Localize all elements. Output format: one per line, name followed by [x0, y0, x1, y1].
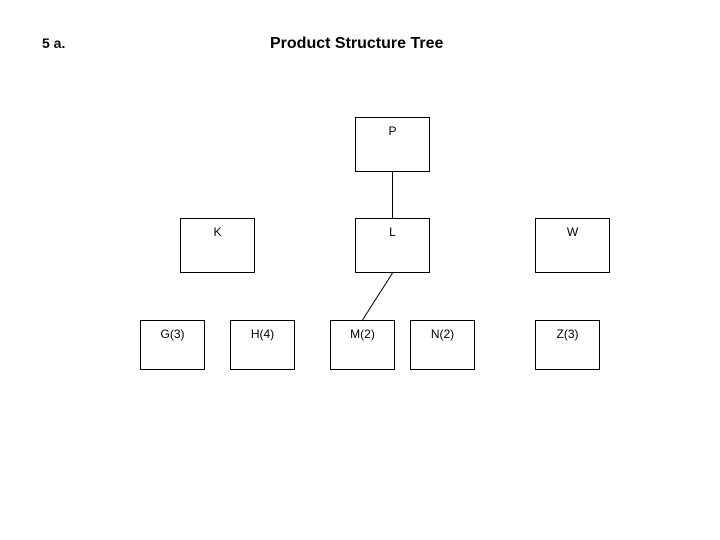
node-label: H(4)	[231, 327, 294, 341]
diagram-title: Product Structure Tree	[270, 35, 443, 53]
node-w: W	[535, 218, 610, 273]
edge-l-m	[363, 273, 393, 320]
node-label: N(2)	[411, 327, 474, 341]
node-label: P	[356, 124, 429, 138]
node-label: W	[536, 225, 609, 239]
node-z: Z(3)	[535, 320, 600, 370]
node-m: M(2)	[330, 320, 395, 370]
node-g: G(3)	[140, 320, 205, 370]
node-l: L	[355, 218, 430, 273]
node-label: G(3)	[141, 327, 204, 341]
node-label: M(2)	[331, 327, 394, 341]
node-label: Z(3)	[536, 327, 599, 341]
node-p: P	[355, 117, 430, 172]
page-number-label: 5 a.	[42, 35, 65, 51]
node-n: N(2)	[410, 320, 475, 370]
node-k: K	[180, 218, 255, 273]
node-label: K	[181, 225, 254, 239]
node-h: H(4)	[230, 320, 295, 370]
node-label: L	[356, 225, 429, 239]
